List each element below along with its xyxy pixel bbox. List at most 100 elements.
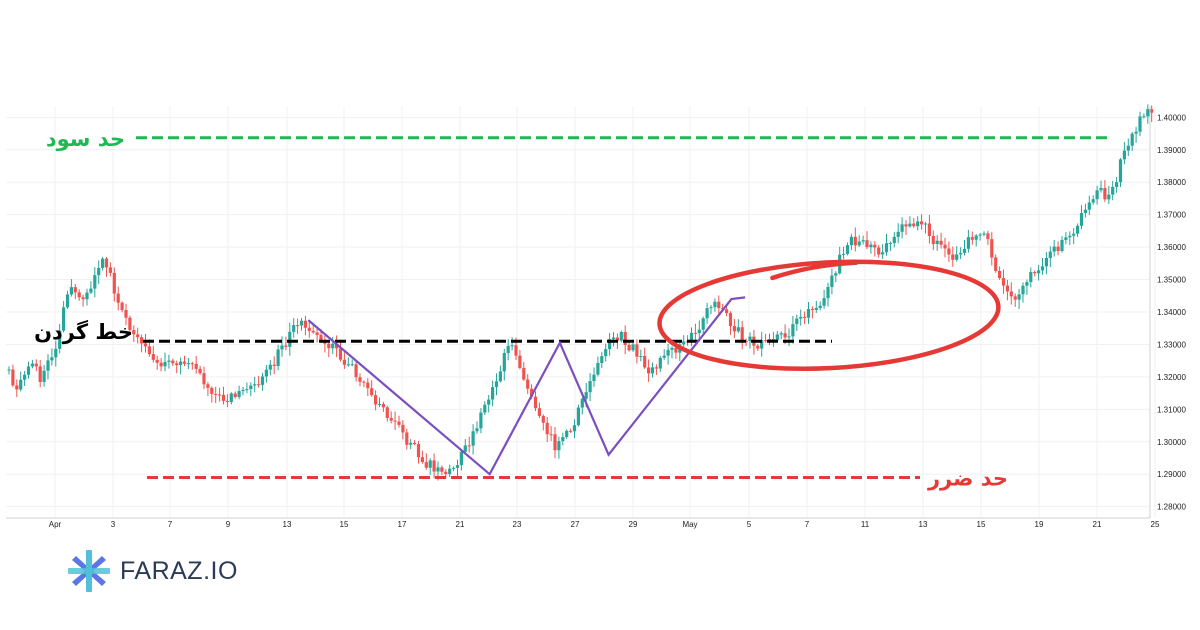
candle-body xyxy=(1091,199,1095,203)
candle-body xyxy=(42,370,46,382)
candle-body xyxy=(884,243,889,253)
candle-body xyxy=(479,412,483,429)
candle-body xyxy=(545,422,549,435)
candle-body xyxy=(892,236,896,244)
candle-body xyxy=(1076,225,1080,234)
annotation-labels: حد سود خط گردن حد ضرر xyxy=(34,127,1008,491)
candle-body xyxy=(38,366,42,382)
candle-body xyxy=(229,393,233,403)
x-tick-label: 7 xyxy=(805,520,810,529)
candle-body xyxy=(728,313,733,327)
candle-body xyxy=(771,339,775,341)
candle-body xyxy=(354,364,358,378)
candle-body xyxy=(1107,194,1111,200)
candle-body xyxy=(935,240,939,245)
candle-body xyxy=(873,244,877,248)
candle-body xyxy=(576,407,580,426)
candle-body xyxy=(853,236,857,246)
candle-body xyxy=(124,310,128,318)
candle-body xyxy=(81,297,85,300)
candle-body xyxy=(436,467,440,472)
candle-body xyxy=(206,384,210,388)
candle-body xyxy=(89,288,93,293)
candle-body xyxy=(725,309,729,314)
x-tick-label: 15 xyxy=(977,520,986,529)
candle-body xyxy=(19,379,23,390)
candle-body xyxy=(1040,266,1045,271)
candle-body xyxy=(46,360,50,371)
x-tick-label: 5 xyxy=(747,520,752,529)
candle-body xyxy=(650,367,655,374)
candle-body xyxy=(241,389,245,392)
candle-body xyxy=(592,374,596,382)
chart-grid xyxy=(6,106,1156,518)
candle-body xyxy=(1064,237,1068,240)
candle-body xyxy=(1130,133,1134,146)
candle-body xyxy=(857,241,861,246)
take-profit-label: حد سود xyxy=(46,127,125,151)
candle-body xyxy=(775,334,779,341)
candle-body xyxy=(444,471,448,475)
candle-body xyxy=(366,382,370,389)
x-tick-label: 17 xyxy=(398,520,407,529)
candle-body xyxy=(1029,272,1033,283)
candle-body xyxy=(483,404,487,413)
candle-body xyxy=(877,247,881,255)
candle-body xyxy=(62,307,66,331)
candle-body xyxy=(338,348,343,360)
candle-body xyxy=(569,430,573,432)
candle-body xyxy=(194,363,198,369)
candle-body xyxy=(518,355,522,368)
candle-body xyxy=(943,244,947,249)
candle-body xyxy=(923,223,928,225)
candle-body xyxy=(908,223,912,227)
candle-body xyxy=(15,385,19,390)
candle-body xyxy=(198,368,202,374)
candle-body xyxy=(806,309,811,318)
candle-body xyxy=(920,221,924,225)
candle-body xyxy=(335,343,339,349)
y-tick-label: 1.34000 xyxy=(1157,308,1186,317)
candle-body xyxy=(69,287,73,295)
candle-body xyxy=(257,384,261,386)
candle-body xyxy=(104,258,109,268)
candle-body xyxy=(498,371,502,382)
candle-body xyxy=(955,254,959,260)
candle-body xyxy=(896,231,900,237)
candle-body xyxy=(1009,291,1013,297)
x-tick-label: 15 xyxy=(340,520,349,529)
y-tick-label: 1.33000 xyxy=(1157,340,1186,349)
candle-body xyxy=(218,394,222,396)
candle-body xyxy=(693,332,697,334)
candle-body xyxy=(526,379,530,389)
candle-body xyxy=(401,424,405,433)
candle-body xyxy=(1083,209,1087,213)
stop-loss-label: حد ضرر xyxy=(927,466,1008,490)
candle-body xyxy=(931,235,935,245)
candle-body xyxy=(740,327,744,341)
candle-body xyxy=(779,333,783,335)
candle-body xyxy=(947,248,951,255)
candle-body xyxy=(186,363,190,365)
candle-body xyxy=(182,361,187,364)
candle-body xyxy=(374,395,378,405)
candle-body xyxy=(756,345,760,349)
candle-body xyxy=(202,373,206,385)
candle-body xyxy=(600,356,604,364)
candle-body xyxy=(541,415,545,423)
candle-body xyxy=(358,377,362,382)
candle-body xyxy=(288,331,292,347)
candle-body xyxy=(826,287,830,299)
candle-body xyxy=(1068,235,1072,238)
candle-body xyxy=(615,337,619,341)
candle-body xyxy=(658,357,662,369)
candle-body xyxy=(140,337,144,344)
asterisk-x-icon xyxy=(68,550,110,592)
candle-body xyxy=(732,326,736,332)
candle-body xyxy=(420,457,424,463)
candle-body xyxy=(994,257,998,271)
candle-body xyxy=(303,320,307,328)
candle-body xyxy=(1017,294,1021,300)
x-tick-label: May xyxy=(682,520,697,529)
candle-body xyxy=(151,354,155,360)
